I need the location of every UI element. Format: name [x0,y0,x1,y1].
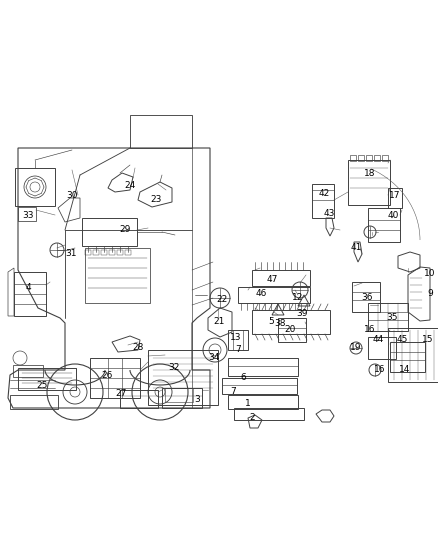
Bar [350,155,356,161]
Text: 29: 29 [119,225,131,235]
Bar [252,270,310,286]
Text: 46: 46 [255,288,267,297]
Bar [238,287,310,303]
Text: 35: 35 [386,313,398,322]
Bar [228,358,298,376]
Text: 9: 9 [427,288,433,297]
Bar [14,272,46,316]
Bar [165,388,193,402]
Bar [358,155,364,161]
Text: 2: 2 [249,414,255,423]
Text: 10: 10 [424,269,436,278]
Text: 1: 1 [245,400,251,408]
Text: 30: 30 [66,190,78,199]
Bar [390,342,425,372]
Bar [148,350,218,405]
Bar [368,303,408,331]
Text: 40: 40 [387,211,399,220]
Text: 16: 16 [374,366,386,375]
Text: 20: 20 [284,326,296,335]
Bar [228,330,248,350]
Text: 16: 16 [364,326,376,335]
Text: 19: 19 [350,343,362,352]
Text: 26: 26 [101,370,113,379]
Text: 17: 17 [389,190,401,199]
Bar [234,408,304,420]
Text: 25: 25 [36,381,48,390]
Text: 33: 33 [22,211,34,220]
Bar [130,115,192,148]
Bar [222,378,297,394]
Text: 4: 4 [25,284,31,293]
Text: 15: 15 [422,335,434,344]
Text: 7: 7 [230,387,236,397]
Bar [368,337,396,359]
Text: 31: 31 [65,248,77,257]
Bar [117,250,123,255]
Text: 23: 23 [150,196,162,205]
Bar [252,310,330,334]
Bar [382,155,388,161]
Text: 21: 21 [213,318,225,327]
Text: 28: 28 [132,343,144,352]
Bar [93,250,99,255]
Text: 39: 39 [296,309,308,318]
Bar [120,390,158,408]
Bar [18,368,76,390]
Text: 5: 5 [268,318,274,327]
Bar [228,395,298,409]
Bar [82,218,137,246]
Bar [388,328,438,382]
Bar [109,250,115,255]
Text: 12: 12 [292,294,304,303]
Bar [352,282,380,312]
Bar [15,168,55,206]
Text: 24: 24 [124,181,136,190]
Bar [374,155,380,161]
Text: 34: 34 [208,353,220,362]
Bar [18,207,36,221]
Bar [101,250,107,255]
Bar [90,358,140,398]
Text: 3: 3 [194,395,200,405]
Text: 38: 38 [274,319,286,327]
Bar [10,395,58,409]
Bar [162,388,202,408]
Bar [85,250,91,255]
Bar [125,250,131,255]
Bar [388,188,402,208]
Text: 7: 7 [235,345,241,354]
Bar [348,160,390,205]
Text: 6: 6 [240,374,246,383]
Bar [368,208,400,242]
Bar [13,365,43,377]
Text: 32: 32 [168,364,180,373]
Text: 27: 27 [115,389,127,398]
Text: 18: 18 [364,168,376,177]
Text: 45: 45 [396,335,408,344]
Text: 47: 47 [266,276,278,285]
Text: 41: 41 [350,244,362,253]
Bar [85,248,150,303]
Text: 36: 36 [361,294,373,303]
Text: 14: 14 [399,366,411,375]
Bar [278,318,306,342]
Bar [366,155,372,161]
Text: 44: 44 [372,335,384,344]
Bar [312,184,334,218]
Text: 43: 43 [323,208,335,217]
Text: 42: 42 [318,189,330,198]
Text: 13: 13 [230,334,242,343]
Text: 22: 22 [216,295,228,304]
